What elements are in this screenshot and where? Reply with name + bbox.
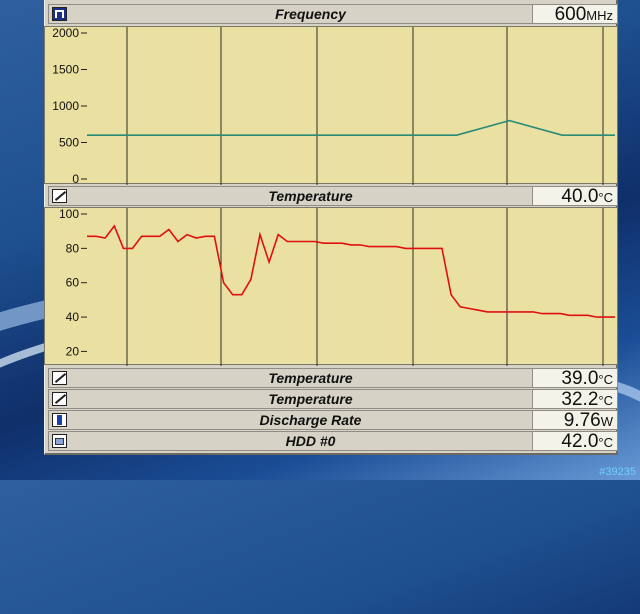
y-tick-label: 20 bbox=[66, 344, 80, 358]
y-tick-label: 100 bbox=[59, 208, 79, 221]
series-line bbox=[87, 224, 615, 318]
temperature-value: 40.0°C bbox=[532, 186, 618, 206]
y-tick-label: 2000 bbox=[52, 27, 79, 40]
y-tick-label: 500 bbox=[59, 136, 79, 150]
temperature-title: Temperature bbox=[268, 188, 353, 204]
frequency-header[interactable]: Frequency bbox=[48, 4, 573, 24]
y-tick-label: 60 bbox=[66, 276, 80, 290]
y-tick-label: 1500 bbox=[52, 63, 79, 77]
discharge-rate-header[interactable]: Discharge Rate bbox=[48, 410, 573, 430]
temperature-2-value: 39.0°C bbox=[532, 368, 618, 388]
temperature-header[interactable]: Temperature bbox=[48, 186, 573, 206]
frequency-graph-svg: 0 500 1000 1500 2000 bbox=[52, 27, 615, 185]
frequency-graph: 0 500 1000 1500 2000 bbox=[44, 26, 618, 185]
y-tick-label: 0 bbox=[72, 172, 79, 185]
battery-icon bbox=[52, 413, 67, 427]
hdd-value: 42.0°C bbox=[532, 431, 618, 451]
image-id-badge: #39235 bbox=[599, 466, 636, 478]
series-line bbox=[87, 119, 615, 136]
temperature-icon bbox=[52, 189, 67, 203]
temperature-3-title: Temperature bbox=[268, 391, 353, 407]
temperature-3-header[interactable]: Temperature bbox=[48, 389, 573, 409]
temperature-2-title: Temperature bbox=[268, 370, 353, 386]
discharge-rate-title: Discharge Rate bbox=[259, 412, 362, 428]
hdd-header[interactable]: HDD #0 bbox=[48, 431, 573, 451]
y-tick-label: 1000 bbox=[52, 99, 79, 113]
discharge-rate-value: 9.76W bbox=[532, 410, 618, 430]
hdd-title: HDD #0 bbox=[285, 433, 336, 449]
temperature-icon bbox=[52, 371, 67, 385]
hdd-icon bbox=[52, 434, 67, 448]
frequency-icon bbox=[52, 7, 67, 21]
temperature-graph: 20 40 60 80 100 bbox=[44, 207, 618, 366]
frequency-title: Frequency bbox=[275, 6, 346, 22]
temperature-3-value: 32.2°C bbox=[532, 389, 618, 409]
temperature-2-header[interactable]: Temperature bbox=[48, 368, 573, 388]
y-tick-label: 40 bbox=[66, 310, 80, 324]
temperature-graph-svg: 20 40 60 80 100 bbox=[59, 208, 615, 366]
y-tick-label: 80 bbox=[66, 241, 80, 255]
frequency-value: 600MHz bbox=[532, 4, 618, 24]
temperature-icon bbox=[52, 392, 67, 406]
